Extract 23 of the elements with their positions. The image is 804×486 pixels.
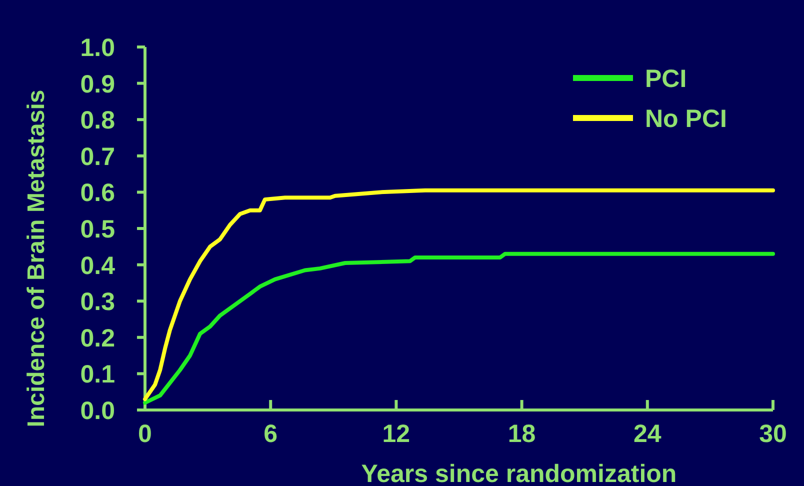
y-tick-label: 0.2 (80, 324, 115, 352)
x-tick-label: 12 (382, 420, 410, 448)
y-tick-label: 0.4 (80, 252, 116, 280)
y-tick-label: 0.0 (80, 397, 115, 425)
y-tick-label: 0.3 (80, 288, 115, 316)
x-tick-label: 0 (138, 420, 152, 448)
y-tick-label: 0.5 (80, 216, 116, 244)
line-series (143, 252, 775, 405)
y-tick-label: 0.7 (80, 142, 115, 171)
x-tick-label: 18 (508, 420, 536, 448)
line-series (143, 188, 775, 402)
x-tick-label: 6 (264, 420, 278, 448)
y-axis-title: Incidence of Brain Metastasis (23, 90, 50, 428)
x-tick-label: 24 (633, 420, 662, 448)
y-tick-label: 0.8 (80, 106, 116, 135)
y-tick-label: 0.6 (80, 179, 115, 208)
x-tick-label: 30 (759, 420, 787, 448)
y-tick-label: 0.1 (80, 360, 116, 389)
y-tick-label: 0.9 (80, 70, 115, 98)
legend-label: No PCI (645, 105, 727, 133)
y-tick-label: 1.0 (80, 34, 115, 62)
legend-label: PCI (645, 65, 687, 93)
x-axis-title: Years since randomization (361, 460, 677, 486)
